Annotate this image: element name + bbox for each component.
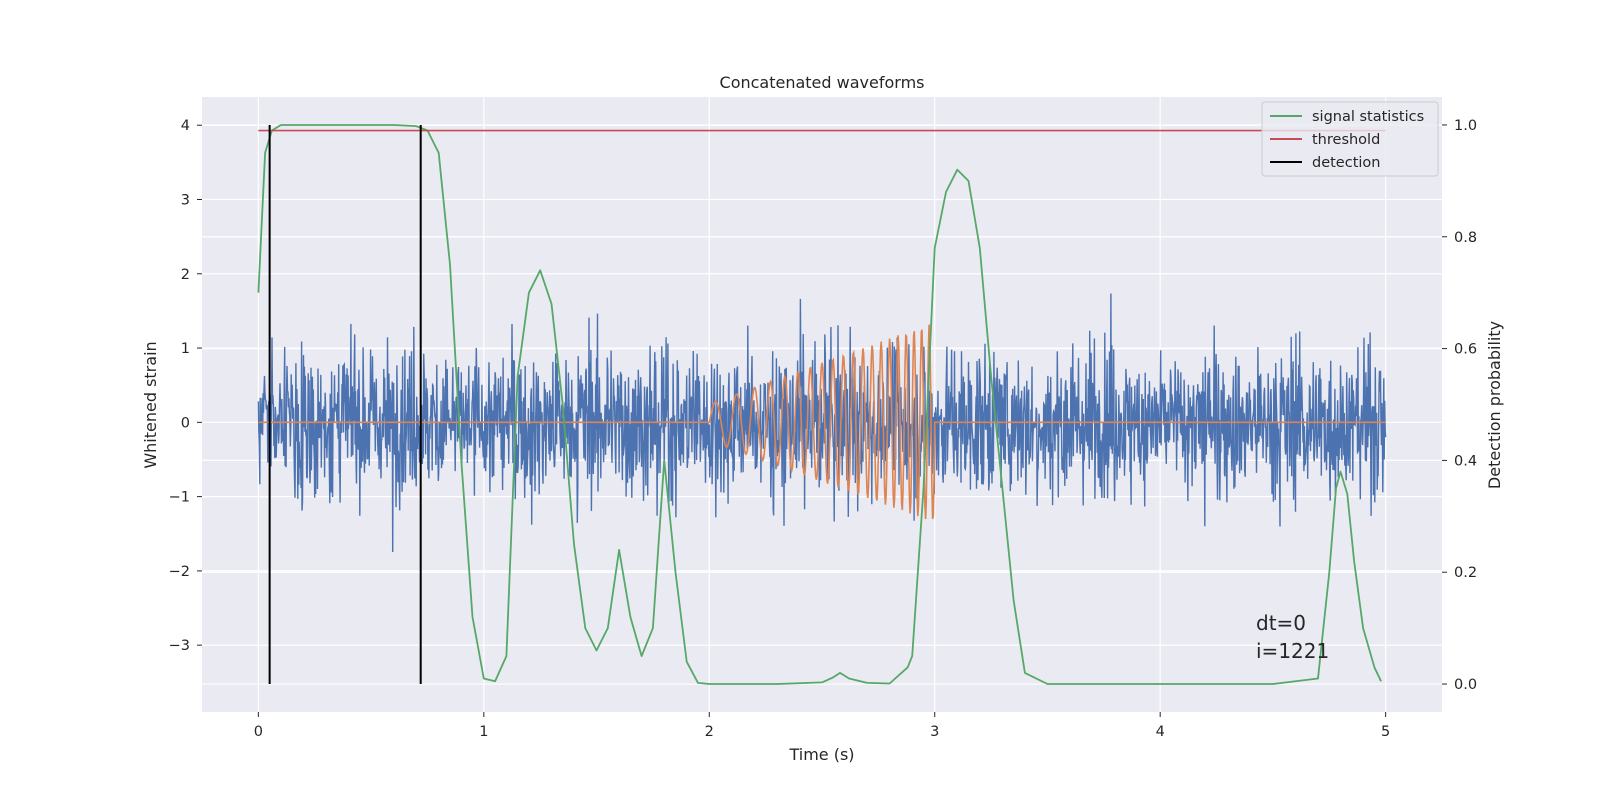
- y-left-tick-label: −1: [169, 490, 190, 506]
- x-axis-label: Time (s): [788, 745, 854, 764]
- y-right-tick-label: 0.2: [1454, 565, 1477, 581]
- y-right-tick-label: 0.6: [1454, 342, 1477, 358]
- signal-statistics-line: [257, 124, 1382, 685]
- chart-title: Concatenated waveforms: [720, 73, 925, 92]
- x-tick-label: 0: [254, 724, 263, 740]
- y-axis-label-left: Whitened strain: [141, 341, 160, 468]
- y-left-tick-label: 4: [181, 118, 190, 134]
- y-right-tick-label: 0.4: [1454, 453, 1477, 469]
- x-tick-label: 1: [479, 724, 488, 740]
- annotation-dt: dt=0: [1256, 611, 1306, 635]
- y-left-tick-label: 2: [181, 267, 190, 283]
- noise-line: [257, 293, 1387, 553]
- x-tick-label: 2: [705, 724, 714, 740]
- y-left-tick-label: −2: [169, 564, 190, 580]
- tick-labels: 0 1 2 3 4 5 −3 −2 −1 0 1 2 3 4 0.0 0.2 0.4 0.6 0.8 1.0: [169, 118, 1477, 740]
- y-left-tick-label: 3: [181, 193, 190, 209]
- chirp-series: [258, 324, 1386, 520]
- legend-box: [1261, 101, 1439, 177]
- legend-label-detection: detection: [1312, 155, 1380, 171]
- y-axis-label-right: Detection probability: [1485, 321, 1504, 489]
- x-tick-label: 3: [930, 724, 939, 740]
- noise-series: [257, 293, 1387, 553]
- legend-label-threshold: threshold: [1312, 132, 1380, 148]
- y-right-tick-label: 1.0: [1454, 118, 1477, 134]
- legend-label-signal-statistics: signal statistics: [1312, 109, 1424, 125]
- x-tick-label: 4: [1156, 724, 1165, 740]
- y-left-tick-label: −3: [169, 638, 190, 654]
- x-tick-label: 5: [1381, 724, 1390, 740]
- y-right-tick-label: 0.0: [1454, 677, 1477, 693]
- y-left-tick-label: 1: [181, 341, 190, 357]
- chirp-line: [258, 324, 1386, 520]
- probability-series: [257, 124, 1386, 685]
- legend: signal statistics threshold detection: [1261, 101, 1439, 177]
- y-left-tick-label: 0: [181, 415, 190, 431]
- y-right-tick-label: 0.8: [1454, 230, 1477, 246]
- annotation-i: i=1221: [1256, 639, 1329, 663]
